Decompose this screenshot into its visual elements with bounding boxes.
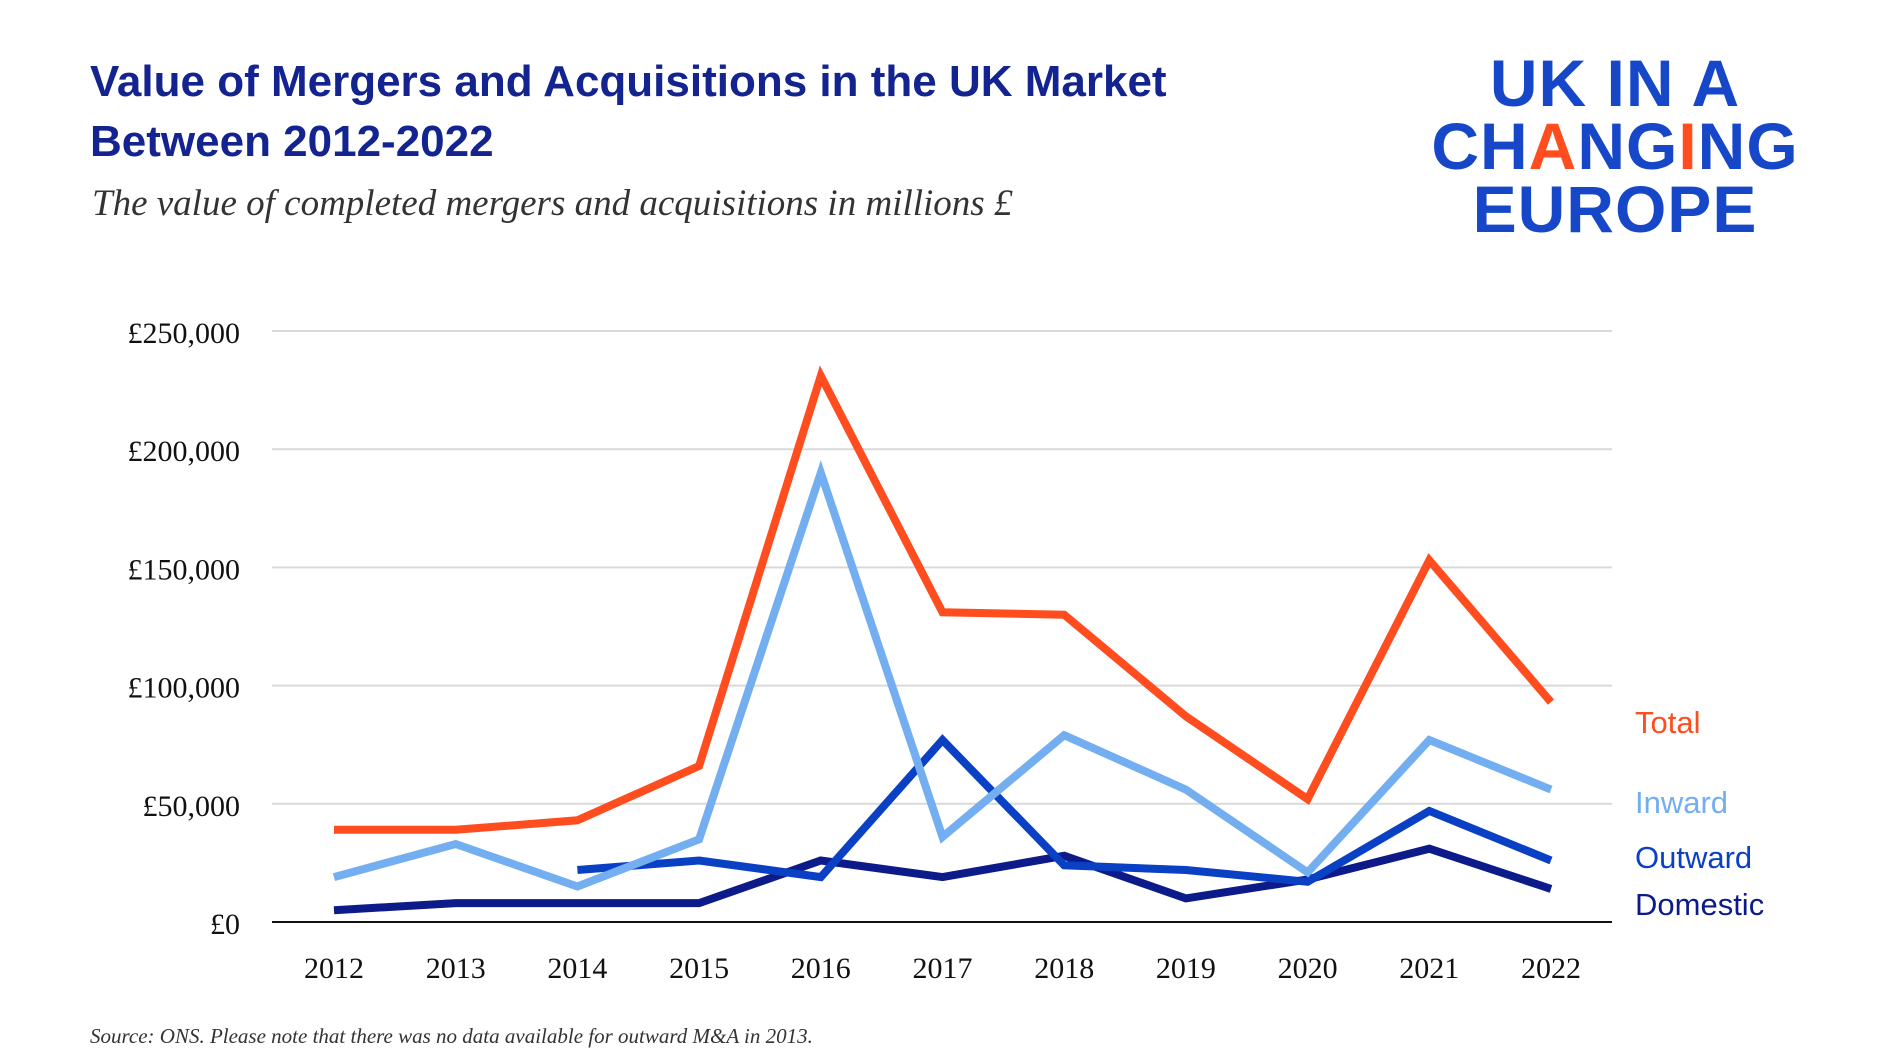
x-tick-label: 2015 (669, 952, 729, 985)
x-tick-label: 2021 (1399, 952, 1459, 985)
y-tick-label: £0 (210, 908, 240, 941)
legend-label-total: Total (1635, 705, 1700, 740)
brand-logo: UK IN A CHANGING EUROPE (1410, 46, 1820, 246)
chart-title-line2: Between 2012-2022 (90, 117, 494, 166)
logo-line3: EUROPE (1472, 172, 1758, 246)
x-tick-label: 2017 (913, 952, 973, 985)
logo-line2-part-c: N (1577, 109, 1626, 183)
y-tick-label: £50,000 (143, 790, 241, 823)
x-tick-label: 2013 (426, 952, 486, 985)
logo-line2: CHANGING (1410, 113, 1820, 179)
logo-line2-part-b: A (1528, 109, 1578, 183)
y-tick-label: £250,000 (128, 317, 241, 350)
logo-line2-part-e: I (1678, 109, 1698, 183)
series-line-total (334, 365, 1555, 834)
legend-label-domestic: Domestic (1635, 887, 1764, 922)
logo-line1: UK IN A (1489, 46, 1741, 120)
y-tick-label: £100,000 (128, 672, 241, 705)
series-line-inward (332, 460, 1553, 891)
legend-label-inward: Inward (1635, 785, 1728, 820)
chart-title-line1: Value of Mergers and Acquisitions in the… (90, 57, 1167, 106)
source-footnote: Source: ONS. Please note that there was … (90, 1024, 813, 1048)
x-tick-label: 2012 (304, 952, 364, 985)
x-tick-label: 2018 (1034, 952, 1094, 985)
x-tick-label: 2014 (547, 952, 607, 985)
x-tick-label: 2022 (1521, 952, 1581, 985)
chart-subtitle: The value of completed mergers and acqui… (92, 183, 1013, 224)
series-line-outward (577, 734, 1553, 886)
logo-line2-part-f: NG (1697, 109, 1799, 183)
series-line-domestic (333, 844, 1553, 915)
y-tick-label: £200,000 (128, 435, 241, 468)
logo-line2-part-a: CH (1431, 109, 1529, 183)
logo-line2-part-d: G (1625, 109, 1679, 183)
chart-title: Value of Mergers and Acquisitions in the… (90, 52, 1290, 172)
y-tick-label: £150,000 (128, 553, 241, 586)
x-tick-label: 2016 (791, 952, 851, 985)
x-tick-label: 2020 (1278, 952, 1338, 985)
x-tick-label: 2019 (1156, 952, 1216, 985)
legend-label-outward: Outward (1635, 840, 1752, 875)
